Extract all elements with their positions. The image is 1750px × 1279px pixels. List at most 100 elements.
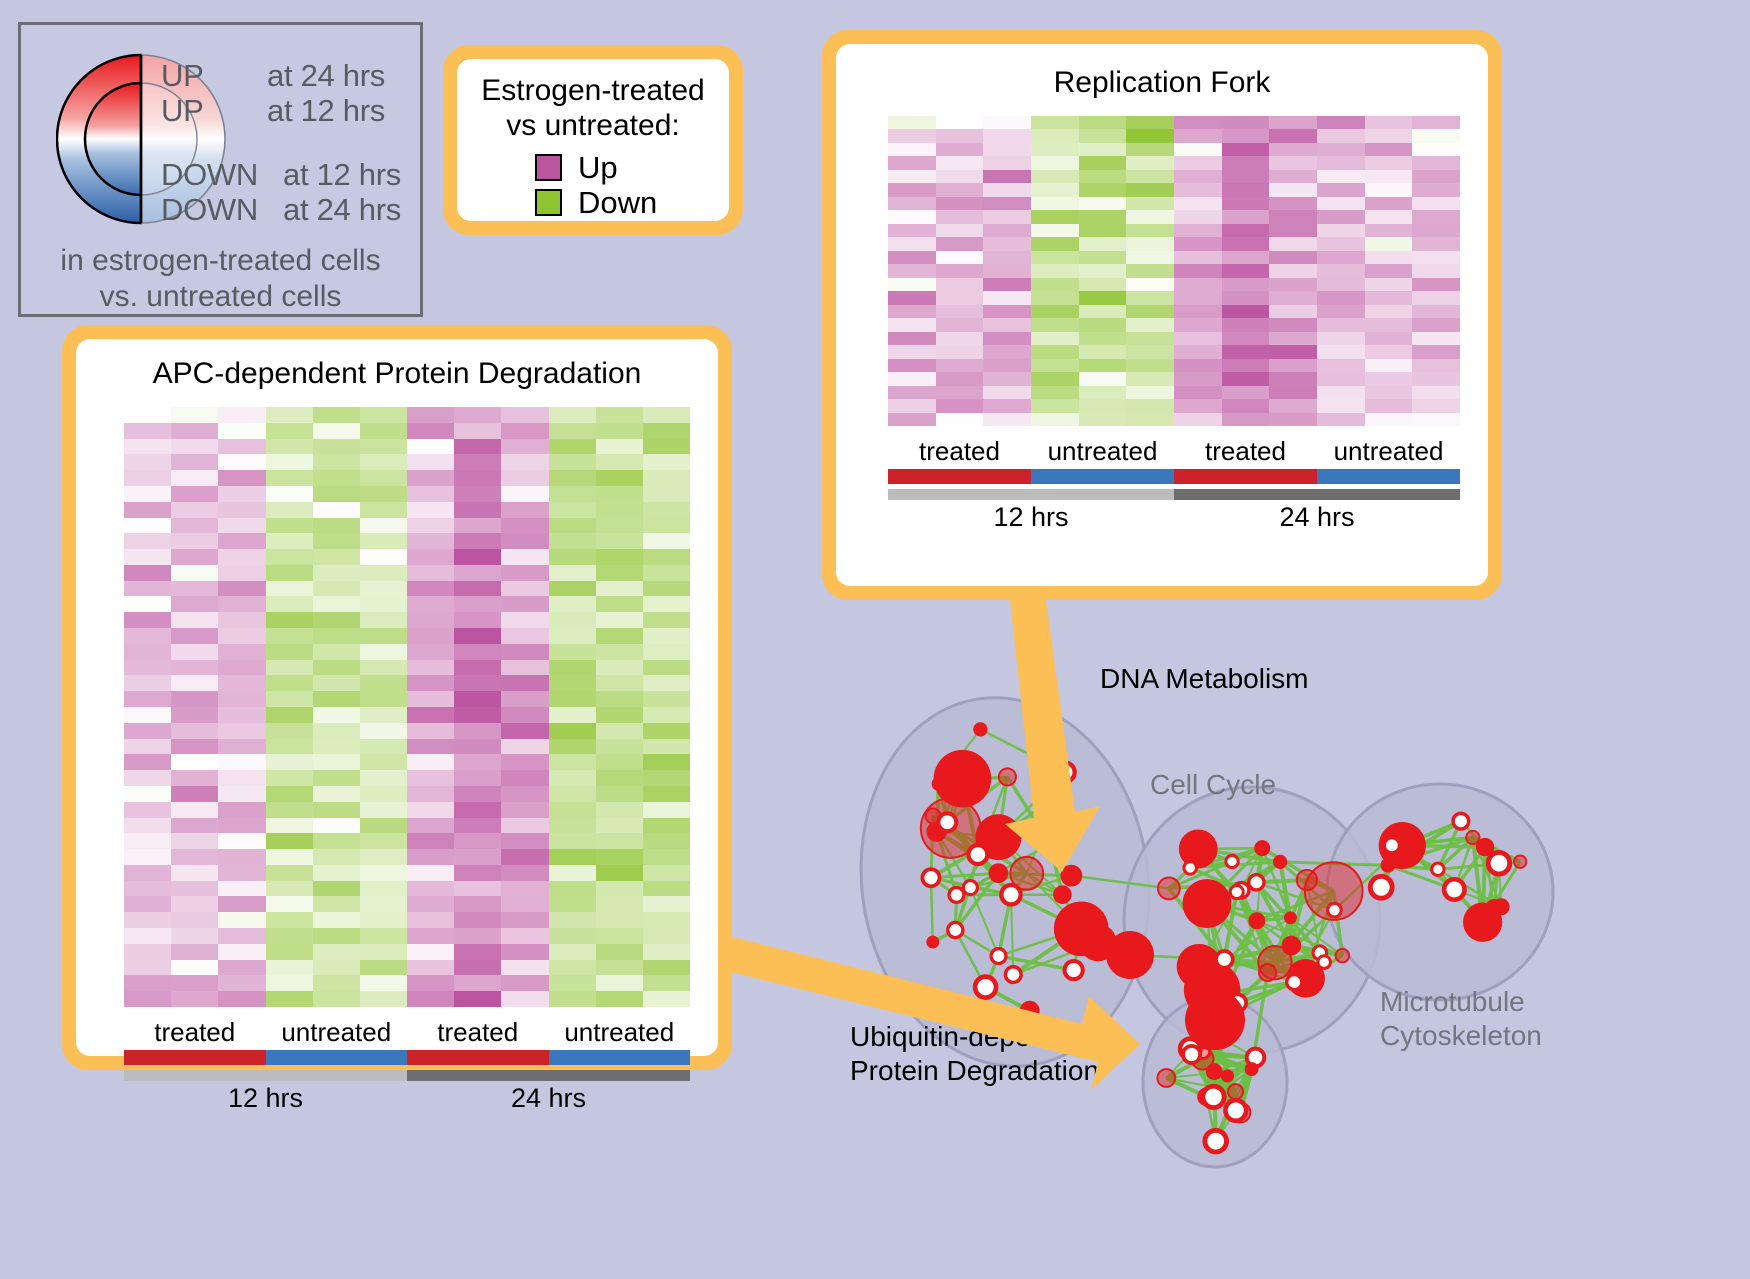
heatmap-cell (407, 564, 455, 581)
heatmap-cell (1031, 223, 1079, 238)
heatmap-cell (454, 596, 502, 613)
heatmap-cell (218, 501, 266, 518)
heatmap-cell (454, 422, 502, 439)
heatmap-cell (935, 142, 984, 157)
heatmap-cell (124, 785, 172, 802)
heatmap-cell (312, 928, 360, 944)
heatmap-cell (642, 975, 690, 992)
heatmap-cell (1221, 304, 1270, 319)
heatmap-cell (888, 196, 936, 211)
heatmap-cell (265, 738, 313, 755)
heatmap-cell (312, 485, 360, 502)
heatmap-cell (1269, 129, 1317, 143)
heatmap-cell (1031, 372, 1079, 386)
heatmap-cell (171, 628, 219, 644)
heatmap-cell (1221, 142, 1270, 157)
replication-fork-axis: treated untreated treated untreated 12 h (888, 436, 1460, 533)
heatmap-cell (1269, 345, 1317, 359)
heatmap-cell (595, 801, 643, 818)
heatmap-cell (218, 896, 266, 913)
heatmap-cell (935, 412, 984, 426)
heatmap-cell (359, 628, 407, 644)
heatmap-cell (595, 533, 643, 550)
heatmap-cell (1031, 264, 1079, 278)
heatmap-cell (642, 880, 690, 897)
heatmap-cell (888, 129, 936, 143)
heatmap-cell (1412, 304, 1460, 319)
heatmap-cell (265, 801, 313, 818)
heatmap-cell (359, 817, 407, 834)
heatmap-cell (501, 643, 549, 660)
wheel-legend-footer: in estrogen-treated cells vs. untreated … (21, 243, 420, 315)
heatmap-cell (312, 849, 360, 865)
heatmap-cell (265, 580, 313, 597)
apc-condition-1: untreated (281, 1017, 392, 1047)
heatmap-cell (312, 770, 360, 786)
heatmap-cell (359, 438, 407, 455)
heatmap-cell (1317, 196, 1365, 211)
heatmap-cell (888, 223, 936, 238)
heatmap-cell (218, 959, 266, 976)
heatmap-cell (1364, 372, 1413, 386)
heatmap-cell (312, 549, 360, 565)
heatmap-cell (454, 549, 502, 565)
heatmap-cell (454, 691, 502, 707)
heatmap-cell (1364, 116, 1413, 130)
heatmap-cell (642, 928, 690, 944)
heatmap-cell (265, 549, 313, 565)
color-wheel-legend: UP at 24 hrs UP at 12 hrs DOWN at 12 hrs… (18, 22, 423, 317)
network-node (1003, 964, 1023, 985)
heatmap-cell (407, 533, 455, 550)
heatmap-cell (124, 422, 172, 439)
heatmap-cell (1269, 142, 1317, 157)
heatmap-cell (548, 659, 596, 676)
network-node (1465, 829, 1481, 846)
heatmap-cell (124, 817, 172, 834)
heatmap-cell (1221, 264, 1270, 278)
heatmap-cell (983, 412, 1031, 426)
heatmap-cell (1269, 304, 1317, 319)
heatmap-cell (124, 407, 172, 423)
apc-cond-bar-3 (548, 1050, 690, 1065)
heatmap-cell (1269, 250, 1317, 265)
wheel-row-3-direction: DOWN (161, 192, 258, 227)
heatmap-cell (171, 817, 219, 834)
heatmap-cell (1412, 156, 1460, 170)
heatmap-cell (124, 675, 172, 692)
heatmap-cell (171, 643, 219, 660)
network-edge (1235, 891, 1269, 973)
heatmap-cell (454, 675, 502, 692)
heatmap-cell (1174, 129, 1222, 143)
heatmap-cell (124, 943, 172, 960)
heatmap-cell (359, 991, 407, 1007)
heatmap-cell (265, 959, 313, 976)
heatmap-cell (454, 659, 502, 676)
heatmap-cell (312, 722, 360, 739)
heatmap-cell (454, 896, 502, 913)
heatmap-cell (888, 358, 936, 373)
heatmap-cell (218, 722, 266, 739)
heatmap-cell (1364, 277, 1413, 292)
heatmap-cell (1126, 345, 1174, 359)
heatmap-cell (548, 801, 596, 818)
wheel-legend-footer-line1: in estrogen-treated cells (60, 244, 381, 277)
apc-time-bar-12 (124, 1070, 407, 1081)
network-edge (1289, 879, 1309, 919)
heatmap-cell (1412, 196, 1460, 211)
heatmap-cell (1174, 291, 1222, 305)
heatmap-cell (1221, 385, 1270, 400)
heatmap-cell (642, 422, 690, 439)
heatmap-cell (983, 345, 1031, 359)
heatmap-cell (501, 991, 549, 1007)
network-edge (1261, 847, 1292, 919)
heatmap-cell (359, 849, 407, 865)
heatmap-cell (1221, 412, 1270, 426)
heatmap-cell (359, 801, 407, 818)
network-node (1512, 854, 1528, 869)
heatmap-cell (171, 880, 219, 897)
rf-time-labels: 12 hrs 24 hrs (888, 502, 1460, 533)
network-node (1202, 1127, 1229, 1155)
heatmap-cell (359, 691, 407, 707)
network-edge (930, 871, 999, 880)
heatmap-cell (1078, 399, 1127, 413)
